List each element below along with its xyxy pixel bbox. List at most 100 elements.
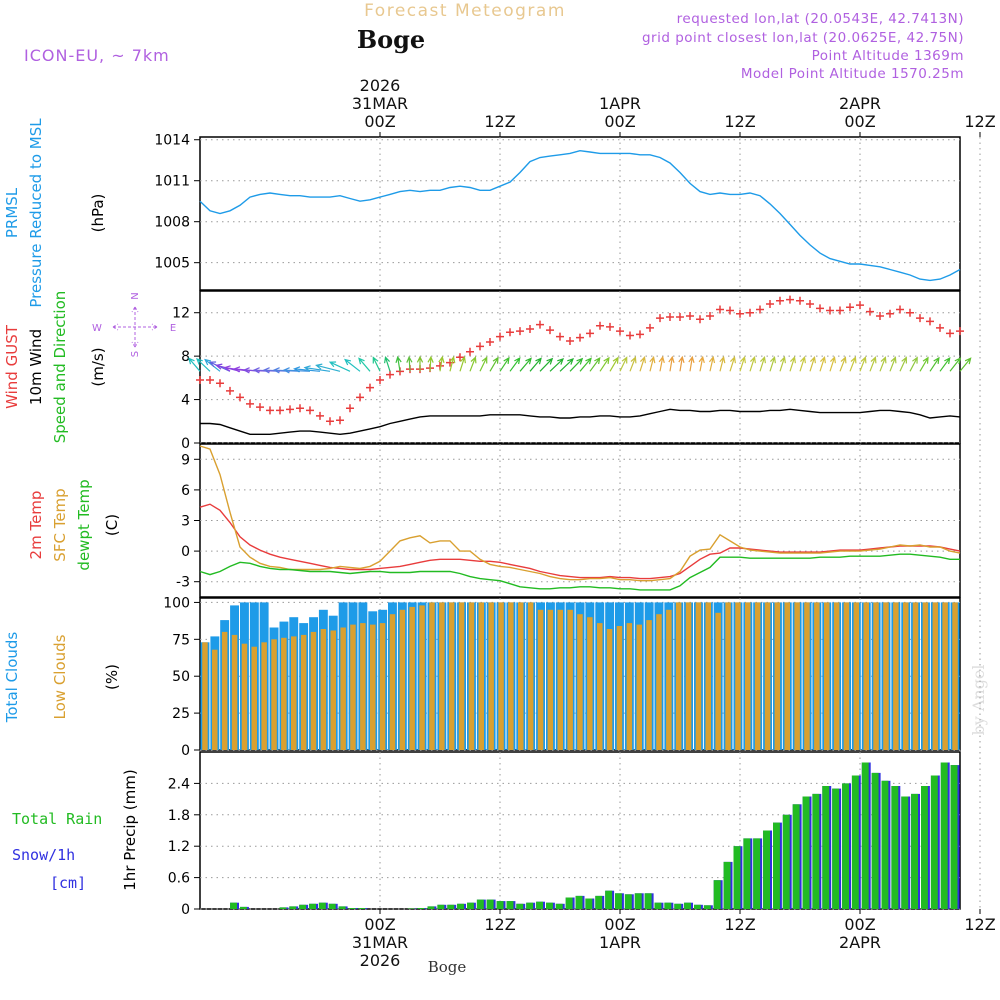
wind-direction-arrow <box>328 361 351 372</box>
wind-direction-arrow <box>469 356 477 372</box>
low-cloud-bar <box>942 602 948 750</box>
wind-direction-arrow <box>459 356 466 372</box>
rain-bar <box>575 895 583 909</box>
gust-marker <box>816 304 824 313</box>
gust-marker <box>646 323 654 332</box>
pressure-label-0: PRMSL <box>3 187 21 238</box>
gust-marker <box>826 306 834 315</box>
gust-marker <box>926 317 934 326</box>
wind-direction-arrow <box>959 357 972 372</box>
rain-bar <box>871 772 879 909</box>
wind-direction-arrow <box>909 356 918 372</box>
wind-direction-arrow <box>358 357 371 372</box>
gust-marker <box>276 406 284 415</box>
wind-direction-arrow <box>789 356 796 372</box>
chart-header: Forecast Meteogram Boge ICON-EU, ~ 7km r… <box>24 1 988 976</box>
wind-direction-arrow <box>649 355 656 372</box>
rain-bar <box>615 893 622 909</box>
rain-bar <box>644 893 652 909</box>
precip-ytick-label: 1.2 <box>168 839 190 855</box>
rain-bar <box>822 786 830 909</box>
wind-direction-arrow <box>438 355 445 372</box>
low-cloud-bar <box>824 602 830 750</box>
low-cloud-bar <box>419 605 425 750</box>
low-cloud-bar <box>745 602 751 750</box>
panel-clouds: 0 25 50 75 100 Total Clouds Low Clouds (%) <box>3 595 981 759</box>
low-cloud-bar <box>893 602 899 750</box>
gust-marker <box>216 379 224 388</box>
gust-marker <box>806 300 814 309</box>
pressure-ytick-label: 1011 <box>154 174 190 190</box>
rain-bar <box>506 901 514 909</box>
low-cloud-bar <box>261 642 267 750</box>
top-time-label: 2026 <box>360 76 401 95</box>
rain-bar <box>664 902 672 909</box>
wind-direction-arrow <box>849 356 857 372</box>
low-cloud-bar <box>774 602 781 750</box>
gust-marker <box>526 325 534 333</box>
low-cloud-bar <box>725 602 731 750</box>
wind-direction-arrow <box>529 357 542 372</box>
low-cloud-bar <box>508 602 514 750</box>
temp-ytick-label: 9 <box>181 452 190 468</box>
gust-marker <box>956 327 964 336</box>
low-cloud-bar <box>448 602 455 750</box>
temp-ytick-label: -3 <box>176 575 190 591</box>
rain-bar <box>309 903 316 909</box>
low-cloud-bar <box>597 623 603 750</box>
low-cloud-bar <box>537 609 544 750</box>
wind-direction-arrow <box>196 358 211 372</box>
low-cloud-bar <box>271 639 277 750</box>
rain-bar <box>595 895 603 909</box>
top-time-label: 00Z <box>844 112 875 131</box>
compass-s: S <box>130 351 141 357</box>
low-cloud-bar <box>468 602 475 750</box>
gust-marker <box>536 320 544 329</box>
low-cloud-bar <box>646 620 652 750</box>
rain-bar <box>279 907 287 909</box>
precip-ytick-label: 0.6 <box>168 871 190 887</box>
gust-marker <box>866 307 874 316</box>
rain-bar <box>694 904 701 909</box>
clouds-ytick-label: 75 <box>172 632 190 648</box>
wind-direction-arrow <box>889 356 897 372</box>
gust-marker <box>506 328 514 337</box>
rain-bar <box>703 905 711 909</box>
gust-marker <box>716 305 724 314</box>
precip-ytick-label: 2.4 <box>168 776 190 792</box>
wind-direction-arrow <box>809 356 816 372</box>
rain-bar <box>536 901 543 909</box>
pressure-label-1: Pressure Reduced to MSL <box>27 118 45 308</box>
low-cloud-bar <box>300 634 307 750</box>
top-time-label: 00Z <box>604 112 635 131</box>
low-cloud-bar <box>310 631 317 750</box>
low-cloud-bar <box>379 623 386 750</box>
rain-bar <box>457 903 464 909</box>
low-cloud-bar <box>221 631 228 750</box>
wind-ytick-label: 0 <box>181 436 190 452</box>
pressure-label-2: (hPa) <box>89 194 107 233</box>
bottom-time-label: 2APR <box>839 933 881 952</box>
rain-bar <box>901 796 909 909</box>
gust-marker <box>876 311 884 320</box>
low-cloud-bar <box>399 609 406 750</box>
gust-marker <box>726 306 734 315</box>
wind-direction-arrow <box>829 356 836 372</box>
gust-marker <box>586 329 594 338</box>
low-cloud-bar <box>518 602 524 750</box>
wind-direction-arrow <box>489 356 499 372</box>
watermark: by Angel <box>969 664 988 735</box>
wind-direction-arrow <box>406 355 413 372</box>
clouds-ytick-label: 50 <box>172 669 190 685</box>
rain-bar <box>743 838 751 909</box>
wind-label-2: Speed and Direction <box>51 291 69 444</box>
gust-marker <box>246 399 254 408</box>
wind-direction-arrow <box>519 357 532 372</box>
low-cloud-bar <box>389 614 396 750</box>
top-time-label: 1APR <box>599 94 641 113</box>
wind-ytick-label: 4 <box>181 393 190 409</box>
rain-bar <box>723 861 731 909</box>
